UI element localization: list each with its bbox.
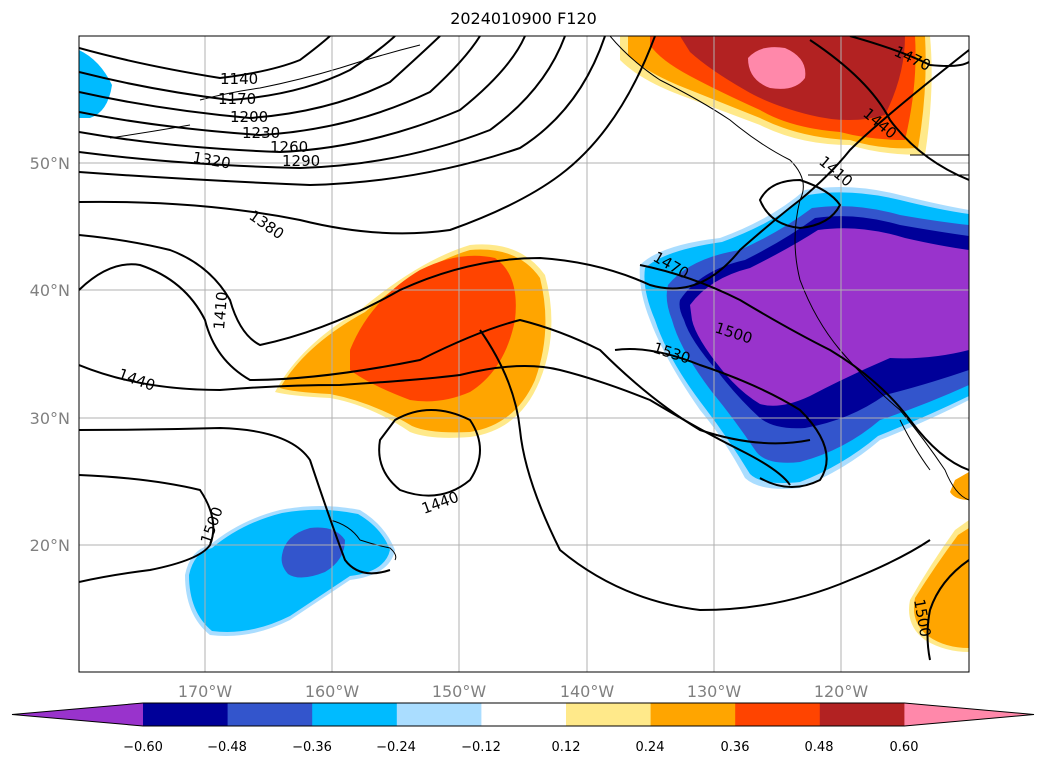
map-plot: 1140 1170 1200 1230 1260 1290 1320 1380 …	[79, 36, 969, 672]
colorbar-tick-label: 0.36	[721, 740, 750, 755]
contour-label: 1410	[210, 291, 231, 331]
map-title: 2024010900 F120	[450, 9, 597, 28]
colorbar-tick-label: −0.24	[376, 740, 416, 755]
colorbar-tick-label: −0.60	[123, 740, 163, 755]
lat-label: 40°N	[30, 281, 70, 300]
colorbar-box	[650, 703, 736, 726]
lon-label: 140°W	[560, 682, 615, 701]
longitude-labels: 170°W 160°W 150°W 140°W 130°W 120°W	[178, 682, 869, 701]
anomaly-negative-topleft	[79, 50, 112, 118]
colorbar-tick-label: −0.36	[292, 740, 332, 755]
lon-label: 160°W	[305, 682, 360, 701]
colorbar-tick-label: −0.12	[461, 740, 501, 755]
anomaly-shading	[79, 36, 969, 652]
height-contours	[79, 36, 969, 661]
lon-label: 130°W	[687, 682, 742, 701]
lat-label: 20°N	[30, 536, 70, 555]
lon-label: 150°W	[432, 682, 487, 701]
colorbar-box	[819, 703, 905, 726]
coastlines	[109, 36, 969, 561]
contour-label: 1170	[218, 90, 256, 108]
colorbar-box	[143, 703, 229, 726]
latitude-labels: 50°N 40°N 30°N 20°N	[30, 154, 70, 555]
anomaly-positive-southeast	[950, 472, 969, 500]
gridlines	[79, 36, 969, 672]
colorbar-extend-max	[904, 703, 1034, 726]
lon-label: 170°W	[178, 682, 233, 701]
colorbar-tick-label: 0.48	[805, 740, 834, 755]
colorbar-box	[312, 703, 398, 726]
contour-label: 1290	[282, 152, 320, 170]
colorbar-tick-label: −0.48	[207, 740, 247, 755]
colorbar	[11, 702, 1035, 727]
colorbar-ticks: −0.60 −0.48 −0.36 −0.24 −0.12 0.12 0.24 …	[123, 740, 918, 755]
colorbar-tick-label: 0.12	[552, 740, 581, 755]
colorbar-box	[227, 703, 313, 726]
contour-label: 1200	[230, 108, 268, 126]
map-frame	[78, 35, 970, 673]
lon-label: 120°W	[814, 682, 869, 701]
colorbar-box	[566, 703, 652, 726]
contour-label: 1260	[270, 138, 308, 156]
colorbar-box	[481, 703, 567, 726]
colorbar-tick-label: 0.60	[890, 740, 919, 755]
contour-label: 1230	[242, 124, 280, 142]
colorbar-box	[396, 703, 482, 726]
colorbar-outline	[11, 702, 1035, 727]
colorbar-tick-label: 0.24	[636, 740, 665, 755]
colorbar-box	[735, 703, 821, 726]
lat-label: 50°N	[30, 154, 70, 173]
contour-label: 1140	[220, 70, 258, 88]
lat-label: 30°N	[30, 409, 70, 428]
colorbar-extend-min	[12, 703, 143, 726]
